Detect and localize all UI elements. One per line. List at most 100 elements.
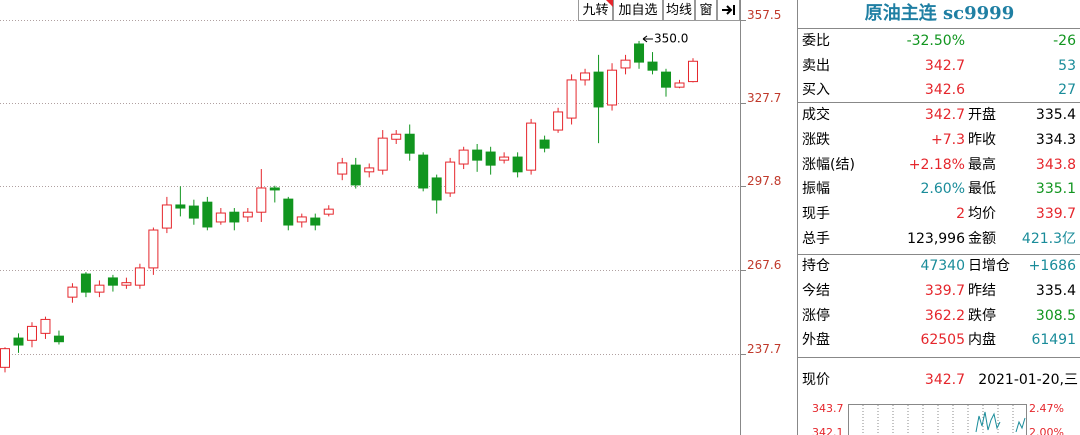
y-tick-label: 297.8 [747, 174, 781, 188]
candle-body [526, 122, 537, 171]
row-label2: 日增仓 [968, 258, 1010, 275]
row-value: 342.6 [924, 82, 965, 99]
candle-body [377, 137, 388, 171]
row-value: 2 [956, 205, 965, 222]
candle-body [418, 154, 429, 189]
toolbar-button[interactable]: 均线 [663, 0, 695, 21]
row-value: 2.60% [920, 181, 965, 198]
candle-body [0, 348, 10, 368]
price-label: 现价 [802, 372, 830, 388]
candle-body [80, 273, 91, 293]
candle-body [67, 286, 78, 298]
candle-body [148, 229, 159, 269]
candle-body [647, 61, 658, 71]
row-value: 47340 [920, 258, 965, 275]
row-value: +2.18% [908, 156, 965, 173]
row-value2: 343.8 [1035, 156, 1076, 173]
row-label: 外盘 [802, 332, 830, 349]
candle-body [593, 71, 604, 108]
row-value2: 335.4 [1035, 283, 1076, 299]
candle-body [553, 111, 564, 131]
row-value2: 27 [1058, 82, 1076, 99]
candle-body [26, 325, 37, 341]
row-value2: 339.7 [1035, 205, 1076, 222]
row-label: 涨跌 [802, 131, 830, 148]
candle-body [256, 187, 267, 213]
candle-body [94, 284, 105, 293]
y-tick-label: 357.5 [747, 8, 781, 22]
candle-body [661, 71, 672, 88]
candle-body [566, 79, 577, 119]
mini-top-left: 343.7 [812, 402, 844, 415]
candle-body [323, 208, 334, 215]
toolbar-button[interactable]: 窗 [695, 0, 717, 21]
row-label: 持仓 [802, 258, 830, 275]
candle-body [607, 69, 618, 106]
row-label2: 跌停 [968, 307, 996, 324]
price-value: 342.7 [924, 372, 965, 388]
candle-body [404, 133, 415, 154]
annotation-arrow [642, 35, 654, 43]
marker [606, 0, 613, 7]
row-label: 委比 [802, 33, 830, 49]
candle-body [310, 217, 321, 226]
toolbar-button[interactable]: 加自选 [613, 0, 663, 21]
row-label2: 内盘 [968, 332, 996, 349]
y-tick-label: 327.7 [747, 91, 781, 105]
row-value2: 308.5 [1035, 307, 1076, 324]
row-label: 现手 [802, 205, 830, 222]
candle-body [40, 318, 51, 334]
candle-body [634, 43, 645, 63]
candle-body [364, 167, 375, 173]
row-label2: 金额 [968, 230, 996, 247]
row-value: 123,996 [907, 230, 965, 247]
row-label2: 开盘 [968, 107, 996, 124]
candle-body [431, 177, 442, 201]
candle-body [580, 72, 591, 81]
candle-body [229, 211, 240, 223]
separator [798, 254, 1080, 255]
row-value: 62505 [920, 332, 965, 349]
mini-bottom-right: 2.00% [1029, 426, 1064, 435]
row-value2: -26 [1053, 33, 1076, 49]
row-label: 振幅 [802, 181, 830, 198]
toolbar-button[interactable]: 九转 [578, 0, 613, 21]
candle-body [215, 212, 226, 223]
candle-body [485, 151, 496, 166]
candle-body [202, 201, 213, 228]
candle-body [269, 187, 280, 191]
row-value2: 335.4 [1035, 107, 1076, 124]
mini-bottom-left: 342.1 [812, 426, 844, 435]
row-value2: 61491 [1031, 332, 1076, 349]
row-label: 涨幅(结) [802, 156, 855, 173]
candle-body [539, 139, 550, 149]
toolbar-icon[interactable] [717, 0, 740, 21]
y-tick-label: 237.7 [747, 342, 781, 356]
candle-body [458, 149, 469, 165]
candle-body [472, 149, 483, 161]
candle-body [296, 216, 307, 223]
row-value2: 335.1 [1035, 181, 1076, 198]
row-value2: 53 [1058, 57, 1076, 74]
quote-panel: 原油主连 sc9999 委比 -32.50% -26 卖出 342.7 53 买入 342.6… [797, 0, 1080, 435]
row-label2: 最高 [968, 156, 996, 173]
row-value2: 421.3亿 [1021, 230, 1076, 247]
row-label: 涨停 [802, 307, 830, 324]
y-tick-label: 267.6 [747, 258, 781, 272]
candle-body [107, 277, 118, 286]
candle-body [283, 198, 294, 226]
row-value: 362.2 [924, 307, 965, 324]
candle-body [188, 205, 199, 219]
candle-chart: 357.5 327.7 297.8 267.6 237.7 350.0 [0, 0, 781, 435]
candle-body [499, 156, 510, 161]
row-label: 买入 [802, 82, 830, 99]
candle-body [337, 162, 348, 175]
row-value2: +1686 [1028, 258, 1076, 275]
candle-body [687, 60, 698, 83]
row-value: -32.50% [906, 33, 965, 49]
mini-top-right: 2.47% [1029, 402, 1064, 415]
row-label: 成交 [802, 107, 830, 124]
row-value: +7.3 [931, 131, 965, 148]
row-value: 342.7 [924, 107, 965, 124]
